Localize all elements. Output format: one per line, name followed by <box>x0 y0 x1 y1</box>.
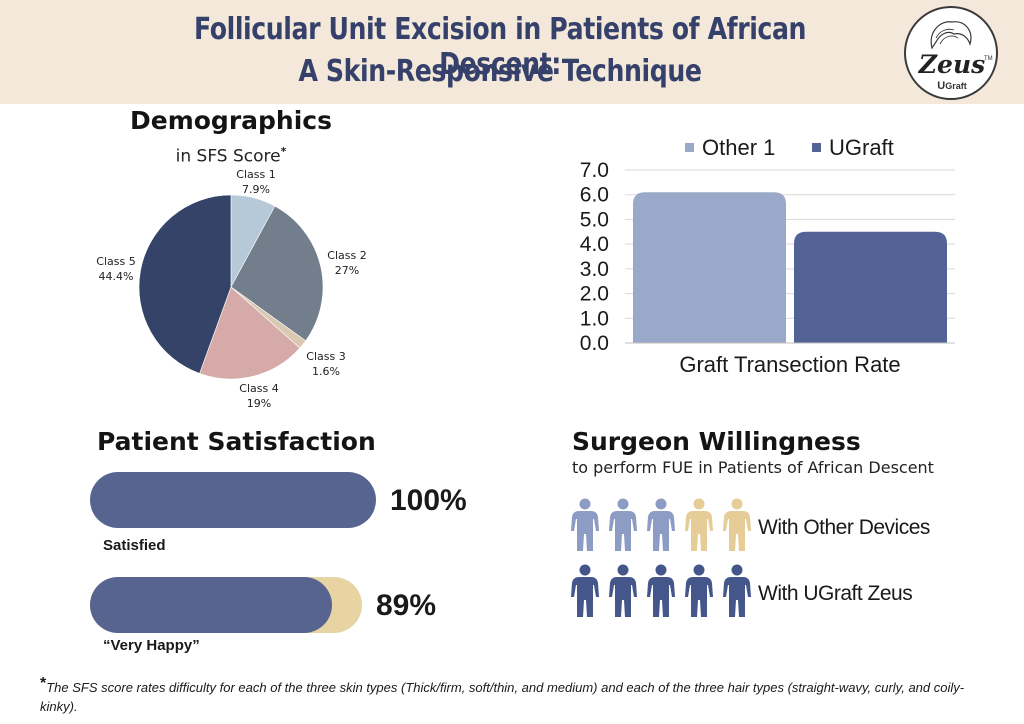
person-icon <box>571 564 599 617</box>
logo-wordmark: Zeus <box>918 50 986 79</box>
pie-slice-2 <box>230 205 324 342</box>
logo-sub-u: U <box>937 80 946 92</box>
legend-label-2: UGraft <box>829 135 894 160</box>
pie-label-class5-value: 44.4% <box>98 270 134 283</box>
logo-subtitle: UGraft <box>932 80 972 92</box>
bar-other-1 <box>633 192 786 343</box>
satisfied-bar <box>90 472 376 528</box>
y-tick-label: 4.0 <box>580 233 609 256</box>
demographics-subtitle: in SFS Score* <box>88 145 374 167</box>
footnote-text: The SFS score rates difficulty for each … <box>40 680 965 714</box>
person-icon <box>723 564 751 617</box>
legend-label-1: Other 1 <box>702 135 775 160</box>
pie-label-class4-name: Class 4 <box>239 382 279 395</box>
logo-sub-text: Graft <box>945 81 967 91</box>
y-tick-label: 3.0 <box>580 258 609 281</box>
ugraft-zeus-label: With UGraft Zeus <box>758 582 913 605</box>
very-happy-percent: 89% <box>376 589 437 622</box>
people-row-other-devices <box>570 498 760 554</box>
pie-label-class2-value: 27% <box>334 264 360 277</box>
logo-tm: TM <box>984 56 993 62</box>
pie-slice-5 <box>138 194 232 374</box>
person-icon <box>609 564 637 617</box>
zeus-logo: Zeus TM UGraft <box>904 6 998 100</box>
person-icon <box>571 498 599 551</box>
pie-label-class5: Class 5 44.4% <box>86 254 146 284</box>
very-happy-bar <box>90 577 362 633</box>
willingness-title: Surgeon Willingness <box>572 427 861 456</box>
footnote-asterisk: * <box>280 145 287 158</box>
transection-bar-chart: Other 1 UGraft 0.01.02.03.04.05.06.07.0 Gra… <box>580 135 955 377</box>
bar-ugraft <box>794 231 947 343</box>
pie-label-class3-value: 1.6% <box>312 365 340 378</box>
y-tick-label: 2.0 <box>580 283 609 306</box>
y-tick-label: 0.0 <box>580 332 609 355</box>
pie-label-class2: Class 2 27% <box>317 248 377 278</box>
y-tick-label: 1.0 <box>580 307 609 330</box>
pie-label-class1: Class 1 7.9% <box>226 167 286 197</box>
legend-swatch-2 <box>812 143 821 152</box>
header-banner: Follicular Unit Excision in Patients of … <box>0 0 1024 104</box>
demographics-subtitle-text: in SFS Score <box>175 146 281 167</box>
demographics-pie-chart <box>138 194 324 380</box>
satisfaction-title: Patient Satisfaction <box>97 427 376 456</box>
person-icon <box>685 564 713 617</box>
pie-label-class5-name: Class 5 <box>96 255 136 268</box>
legend-swatch-1 <box>685 143 694 152</box>
pie-label-class2-name: Class 2 <box>327 249 367 262</box>
footnote: *The SFS score rates difficulty for each… <box>40 674 1000 716</box>
other-devices-label: With Other Devices <box>758 516 930 539</box>
x-category-label: Graft Transection Rate <box>679 352 900 377</box>
person-icon <box>647 564 675 617</box>
person-icon <box>685 498 713 551</box>
pie-label-class3: Class 3 1.6% <box>296 349 356 379</box>
satisfied-bar-fill <box>90 472 376 528</box>
demographics-title: Demographics <box>130 106 332 135</box>
page-title-line2: A Skin-Responsive Technique <box>298 54 702 89</box>
y-tick-label: 5.0 <box>580 208 609 231</box>
pie-slice-4 <box>199 286 301 380</box>
very-happy-label: “Very Happy” <box>103 637 200 654</box>
person-icon <box>647 498 675 551</box>
footnote-marker: * <box>40 675 47 692</box>
y-tick-label: 6.0 <box>580 184 609 207</box>
very-happy-bar-fill <box>90 577 333 633</box>
person-icon <box>723 498 751 551</box>
pie-label-class3-name: Class 3 <box>306 350 346 363</box>
pie-label-class1-value: 7.9% <box>242 183 270 196</box>
person-icon <box>609 498 637 551</box>
people-row-ugraft-zeus <box>570 564 760 620</box>
pie-label-class4-value: 19% <box>246 397 272 410</box>
willingness-subtitle: to perform FUE in Patients of African De… <box>572 458 934 477</box>
satisfied-label: Satisfied <box>103 537 166 554</box>
pie-label-class4: Class 4 19% <box>229 381 289 411</box>
lion-mane-icon <box>930 21 972 50</box>
satisfied-percent: 100% <box>390 484 467 517</box>
y-tick-label: 7.0 <box>580 159 609 182</box>
page-title-line1: Follicular Unit Excision in Patients of … <box>193 12 807 82</box>
pie-label-class1-name: Class 1 <box>236 168 276 181</box>
